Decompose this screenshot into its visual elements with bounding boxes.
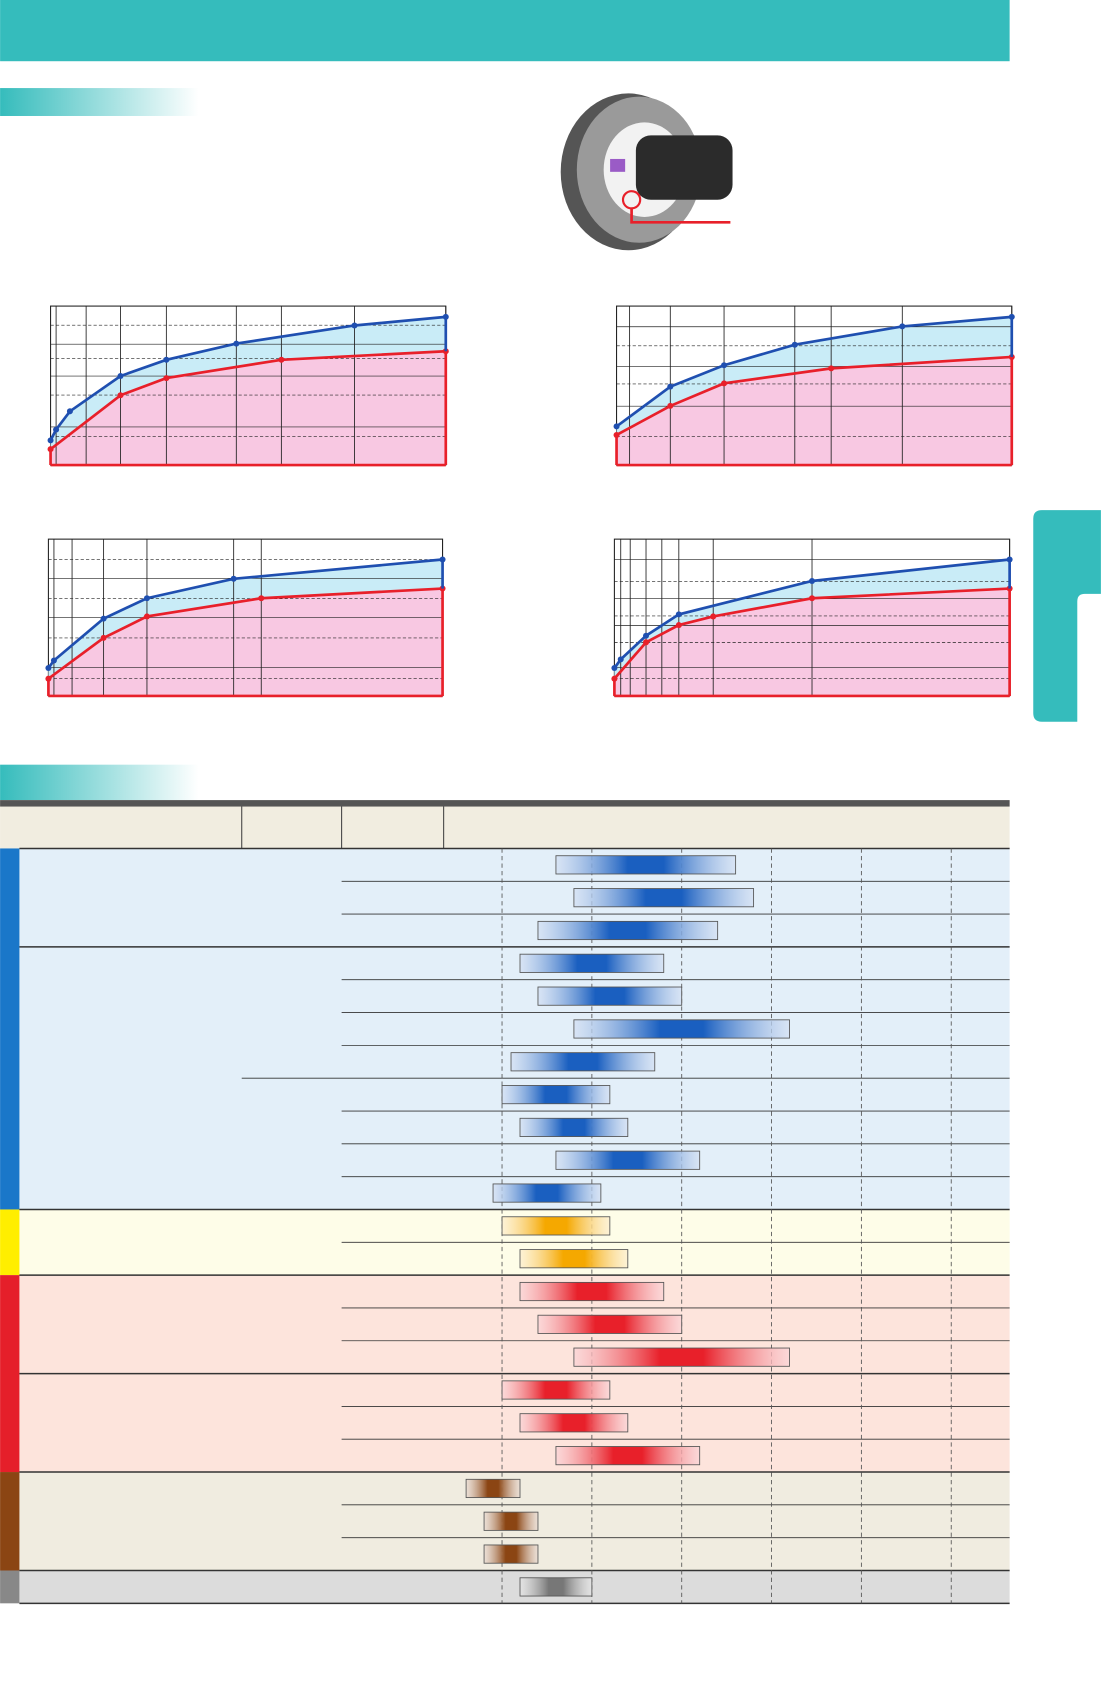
data-point	[721, 362, 728, 369]
row-group	[19, 848, 1010, 1210]
range-bar	[465, 1478, 521, 1499]
data-point	[50, 657, 57, 664]
series-line	[613, 587, 1010, 680]
group-stripe	[0, 1570, 20, 1604]
data-point	[721, 380, 728, 387]
range-bar	[483, 1511, 539, 1531]
data-point	[163, 356, 170, 363]
data-point	[675, 622, 682, 629]
data-point	[809, 577, 816, 585]
data-point	[66, 408, 73, 415]
data-point	[675, 611, 682, 618]
range-bar	[555, 1150, 701, 1170]
data-point	[667, 402, 674, 409]
data-point	[53, 426, 60, 433]
data-point	[710, 613, 717, 620]
band-area	[48, 559, 443, 679]
section-strip	[0, 88, 199, 116]
data-point	[899, 323, 906, 330]
row-group	[19, 1570, 1010, 1604]
data-point	[667, 383, 674, 390]
data-point	[143, 613, 150, 620]
range-bar	[519, 1577, 593, 1597]
header-bar	[0, 0, 1010, 62]
data-point	[163, 375, 170, 382]
range-bar	[501, 1216, 611, 1236]
data-point	[643, 639, 650, 646]
band-area	[50, 316, 446, 450]
series-line	[615, 315, 1012, 428]
data-point	[100, 634, 107, 641]
range-bar	[519, 1281, 665, 1302]
range-bar	[555, 1446, 701, 1466]
range-bar	[537, 1314, 683, 1334]
range-bar	[573, 888, 755, 908]
data-point	[117, 373, 124, 380]
data-point	[45, 665, 52, 672]
range-bar	[573, 1019, 790, 1039]
group-stripe	[0, 1209, 20, 1276]
table	[0, 800, 1010, 1605]
data-point	[613, 423, 620, 430]
data-point	[258, 595, 265, 602]
seal-illustration	[560, 93, 733, 251]
range-bar	[555, 855, 737, 875]
data-point	[233, 340, 240, 347]
section-strip	[0, 764, 199, 801]
data-point	[617, 656, 624, 663]
range-bar	[519, 1117, 629, 1137]
series-line	[49, 315, 446, 442]
data-point	[47, 437, 54, 444]
group-stripe	[0, 848, 20, 1210]
data-point	[143, 595, 150, 602]
side-tab	[1033, 510, 1101, 722]
table-header-rule	[0, 800, 1010, 807]
range-bar	[519, 953, 665, 973]
range-bar	[492, 1183, 602, 1203]
range-bar	[519, 1413, 629, 1433]
range-bar	[510, 1052, 656, 1072]
data-point	[351, 322, 358, 329]
data-point	[100, 615, 107, 622]
data-point	[828, 365, 835, 372]
band-area	[614, 559, 1010, 679]
group-stripe	[0, 1275, 20, 1473]
group-stripe	[0, 1472, 20, 1571]
range-bar	[483, 1544, 539, 1564]
range-bar	[573, 1347, 790, 1367]
range-bar	[537, 920, 719, 941]
data-point	[230, 575, 237, 582]
band-area	[616, 316, 1012, 435]
range-bar	[519, 1249, 629, 1269]
range-bar	[501, 1380, 611, 1400]
data-point	[791, 341, 798, 348]
data-point	[117, 392, 124, 399]
data-point	[611, 665, 618, 672]
data-point	[809, 595, 816, 602]
table-header	[0, 800, 1010, 849]
data-point	[643, 632, 650, 639]
range-bar	[537, 986, 683, 1006]
data-point	[278, 356, 285, 363]
range-bar	[501, 1085, 611, 1105]
